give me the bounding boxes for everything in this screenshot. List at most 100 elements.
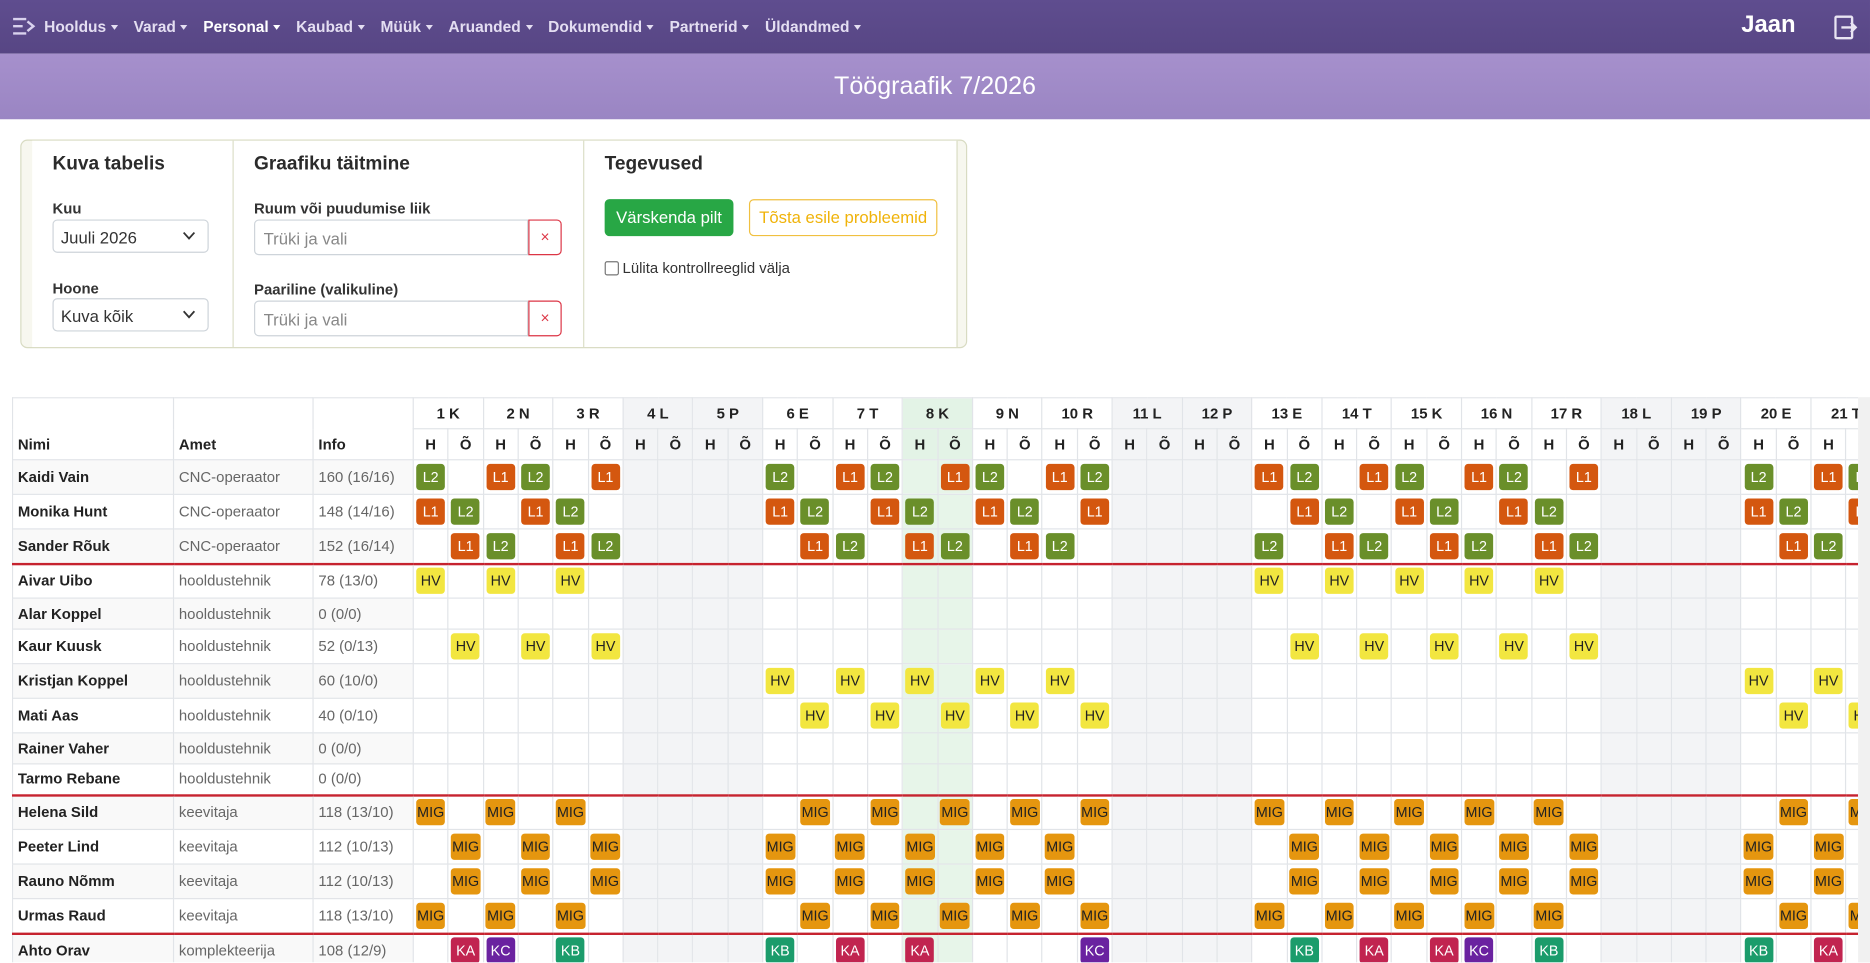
schedule-cell[interactable] [727,562,764,599]
schedule-cell[interactable] [1426,732,1463,765]
schedule-cell[interactable] [622,528,659,565]
schedule-cell[interactable] [1845,763,1859,796]
schedule-cell[interactable] [622,697,659,734]
schedule-cell[interactable]: MIG [1530,898,1568,934]
schedule-cell[interactable] [1146,763,1183,796]
building-select[interactable]: Kuva kõik [52,298,209,332]
schedule-cell[interactable]: L1 [1041,459,1078,495]
schedule-cell[interactable] [1705,793,1742,831]
schedule-cell[interactable] [1356,663,1393,699]
schedule-cell[interactable] [727,828,764,865]
schedule-cell[interactable] [1635,932,1672,963]
schedule-cell[interactable] [936,932,973,963]
schedule-cell[interactable]: HV [1775,697,1812,734]
schedule-cell[interactable] [1146,459,1183,495]
schedule-cell[interactable]: L2 [517,459,554,495]
schedule-cell[interactable] [832,732,869,765]
schedule-cell[interactable] [727,663,764,699]
schedule-cell[interactable] [797,663,834,699]
schedule-cell[interactable] [1076,628,1113,665]
schedule-cell[interactable] [1670,828,1707,865]
schedule-cell[interactable]: L1 [517,493,554,530]
schedule-cell[interactable] [1600,663,1637,699]
menu-item[interactable]: Aruanded [448,18,532,36]
schedule-cell[interactable] [1146,793,1183,831]
schedule-cell[interactable]: L2 [1810,528,1847,565]
schedule-cell[interactable] [1356,562,1393,599]
schedule-cell[interactable]: MIG [517,863,554,900]
schedule-cell[interactable] [657,459,694,495]
schedule-cell[interactable] [1006,863,1043,900]
schedule-cell[interactable] [657,863,694,900]
schedule-cell[interactable] [866,562,904,599]
schedule-cell[interactable] [1356,793,1393,831]
schedule-cell[interactable] [1670,493,1707,530]
schedule-cell[interactable] [1530,763,1568,796]
schedule-cell[interactable] [692,528,729,565]
schedule-cell[interactable]: L1 [936,459,973,495]
schedule-cell[interactable] [1426,898,1463,934]
schedule-cell[interactable]: MIG [1530,793,1568,831]
schedule-cell[interactable] [1146,628,1183,665]
schedule-cell[interactable] [1635,697,1672,734]
schedule-cell[interactable] [901,697,939,734]
schedule-cell[interactable] [1146,898,1183,934]
schedule-cell[interactable] [1810,898,1847,934]
schedule-cell[interactable] [517,528,554,565]
schedule-cell[interactable] [1775,932,1812,963]
schedule-cell[interactable] [1705,628,1742,665]
schedule-cell[interactable]: L1 [1076,493,1113,530]
schedule-cell[interactable] [762,898,799,934]
schedule-cell[interactable] [622,763,659,796]
schedule-cell[interactable]: KA [1356,932,1393,963]
schedule-cell[interactable]: L1 [1740,493,1777,530]
schedule-cell[interactable] [692,863,729,900]
schedule-cell[interactable] [1041,697,1078,734]
schedule-cell[interactable]: MIG [482,898,519,934]
clear-button[interactable]: × [528,300,562,337]
schedule-cell[interactable]: MIG [1076,793,1113,831]
schedule-cell[interactable] [482,597,519,630]
schedule-cell[interactable]: L2 [1495,459,1533,495]
schedule-cell[interactable] [832,898,869,934]
schedule-cell[interactable] [657,793,694,831]
schedule-cell[interactable]: L2 [482,528,519,565]
schedule-cell[interactable]: L2 [587,528,624,565]
schedule-cell[interactable] [1391,863,1428,900]
schedule-cell[interactable]: MIG [587,828,624,865]
schedule-cell[interactable] [1286,793,1323,831]
schedule-cell[interactable]: L2 [1286,459,1323,495]
schedule-cell[interactable]: L1 [832,459,869,495]
schedule-cell[interactable] [1286,763,1323,796]
schedule-cell[interactable] [1670,597,1707,630]
schedule-cell[interactable] [1530,697,1568,734]
schedule-cell[interactable] [482,628,519,665]
schedule-cell[interactable] [1460,663,1498,699]
schedule-cell[interactable] [1565,697,1602,734]
schedule-cell[interactable]: L2 [1321,493,1358,530]
schedule-cell[interactable]: HV [1286,628,1323,665]
schedule-cell[interactable]: HV [1845,697,1859,734]
schedule-cell[interactable] [1705,663,1742,699]
schedule-cell[interactable] [622,663,659,699]
schedule-cell[interactable] [1391,663,1428,699]
schedule-cell[interactable] [1041,763,1078,796]
schedule-cell[interactable]: MIG [1460,898,1498,934]
schedule-cell[interactable]: HV [1321,562,1358,599]
schedule-cell[interactable]: MIG [1810,863,1847,900]
schedule-cell[interactable]: L2 [832,528,869,565]
schedule-cell[interactable] [1530,628,1568,665]
schedule-cell[interactable] [797,562,834,599]
schedule-cell[interactable] [762,597,799,630]
partner-input[interactable]: Trüki ja vali [254,300,529,337]
schedule-cell[interactable] [762,697,799,734]
schedule-cell[interactable] [1251,932,1288,963]
schedule-cell[interactable]: MIG [901,828,939,865]
schedule-cell[interactable] [1495,562,1533,599]
schedule-cell[interactable] [622,863,659,900]
schedule-cell[interactable] [692,597,729,630]
schedule-cell[interactable]: L1 [1460,459,1498,495]
schedule-cell[interactable]: MIG [762,828,799,865]
schedule-cell[interactable] [1321,663,1358,699]
schedule-cell[interactable]: KA [1810,932,1847,963]
